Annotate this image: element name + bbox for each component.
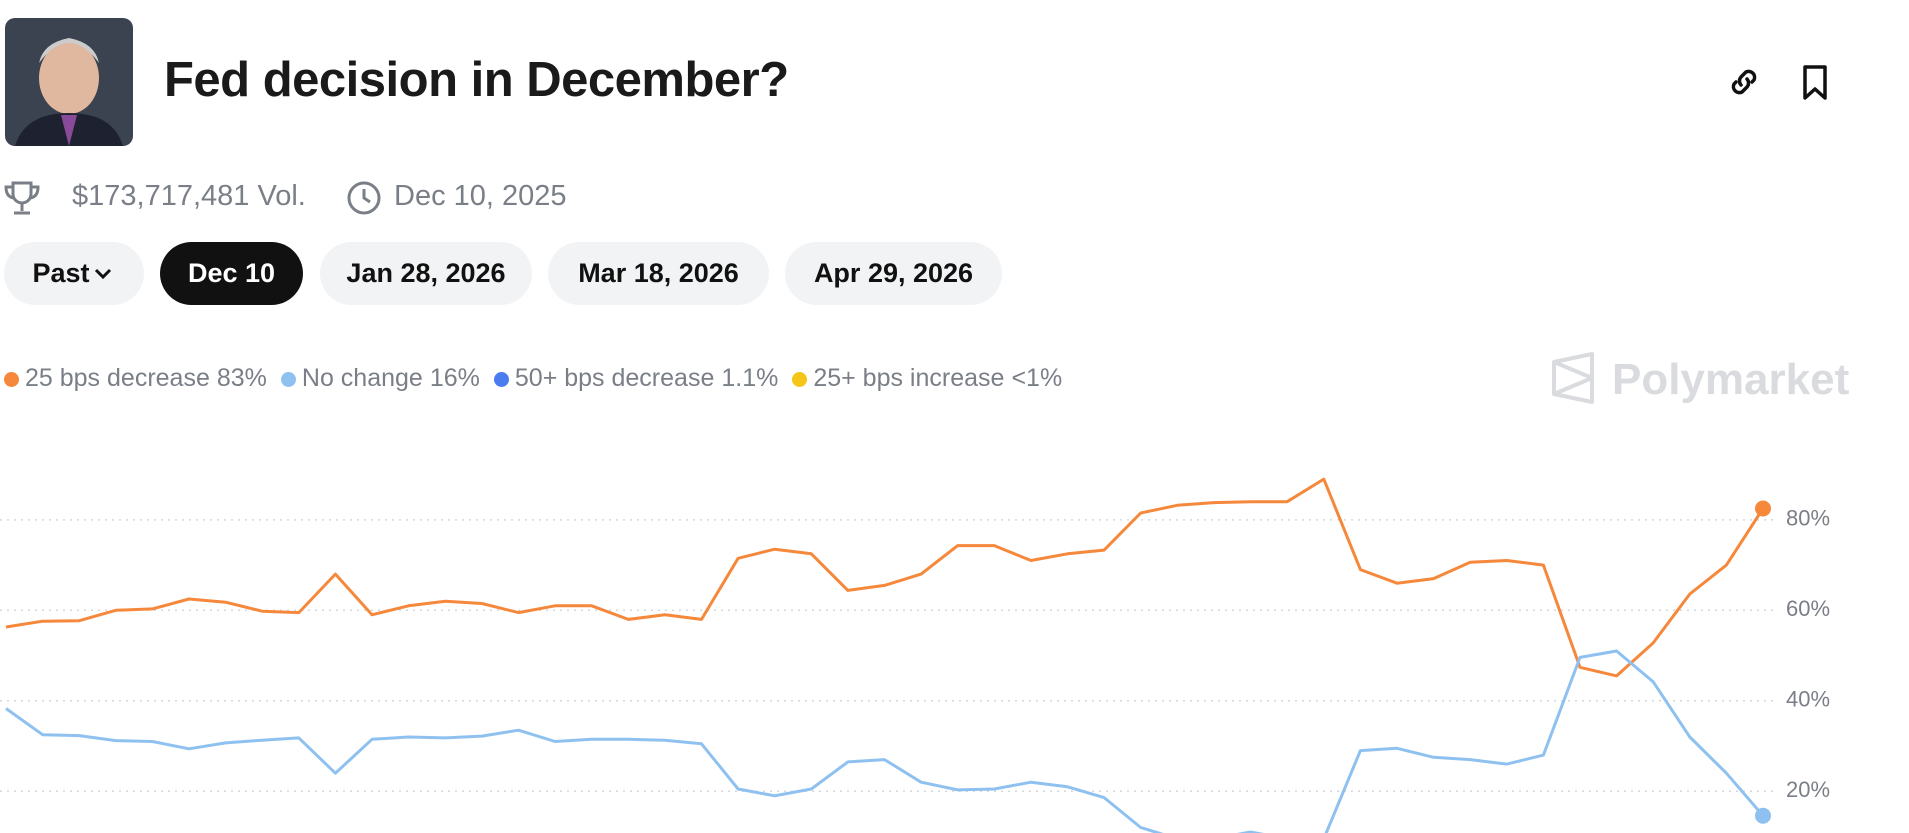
logo-icon: [1552, 352, 1594, 404]
y-tick-label: 80%: [1786, 506, 1830, 531]
legend-item: 50+ bps decrease 1.1%: [493, 364, 779, 393]
series-line: [5, 649, 1765, 833]
legend-name: 50+ bps decrease: [514, 364, 715, 392]
y-tick-label: 60%: [1786, 596, 1830, 621]
legend-dot: [280, 371, 296, 387]
clock-icon: [347, 181, 381, 215]
legend-name: 25 bps decrease: [25, 364, 210, 392]
legend-name: 25+ bps increase: [813, 364, 1005, 392]
legend-value: 83%: [216, 364, 267, 392]
legend-name: No change: [301, 364, 423, 392]
legend-item: No change 16%: [280, 364, 480, 393]
end-date: Dec 10, 2025: [394, 180, 567, 212]
legend: 25 bps decrease 83% No change 16% 50+ bps de…: [4, 364, 1062, 393]
tab[interactable]: Past: [4, 242, 144, 305]
bookmark-icon[interactable]: [1795, 62, 1835, 102]
legend-item: 25 bps decrease 83%: [4, 364, 267, 393]
link-icon[interactable]: [1724, 62, 1764, 102]
legend-dot: [4, 371, 19, 387]
legend-value: 1.1%: [721, 364, 779, 392]
avatar: [5, 18, 133, 146]
legend-value: 16%: [429, 364, 480, 392]
end-dot: [1755, 807, 1771, 824]
volume: $173,717,481 Vol.: [72, 180, 306, 212]
tab[interactable]: Jan 28, 2026: [320, 242, 532, 305]
tab[interactable]: Mar 18, 2026: [548, 242, 769, 305]
y-tick-label: 40%: [1786, 687, 1830, 712]
title: Fed decision in December?: [164, 53, 789, 107]
trophy-icon: [4, 181, 40, 215]
legend-dot: [792, 371, 808, 387]
plot: [5, 477, 1771, 833]
legend-dot: [493, 371, 509, 387]
tab[interactable]: Apr 29, 2026: [785, 242, 1002, 305]
series-line: [5, 477, 1765, 678]
tab-label: Past: [32, 258, 90, 288]
end-dot: [1755, 500, 1771, 517]
y-tick-label: 20%: [1786, 777, 1830, 802]
tab[interactable]: Dec 10: [160, 242, 303, 305]
chevron: [94, 268, 111, 279]
legend-value: <1%: [1011, 364, 1063, 392]
legend-item: 25+ bps increase <1%: [792, 364, 1062, 393]
watermark: Polymarket: [1612, 355, 1850, 404]
